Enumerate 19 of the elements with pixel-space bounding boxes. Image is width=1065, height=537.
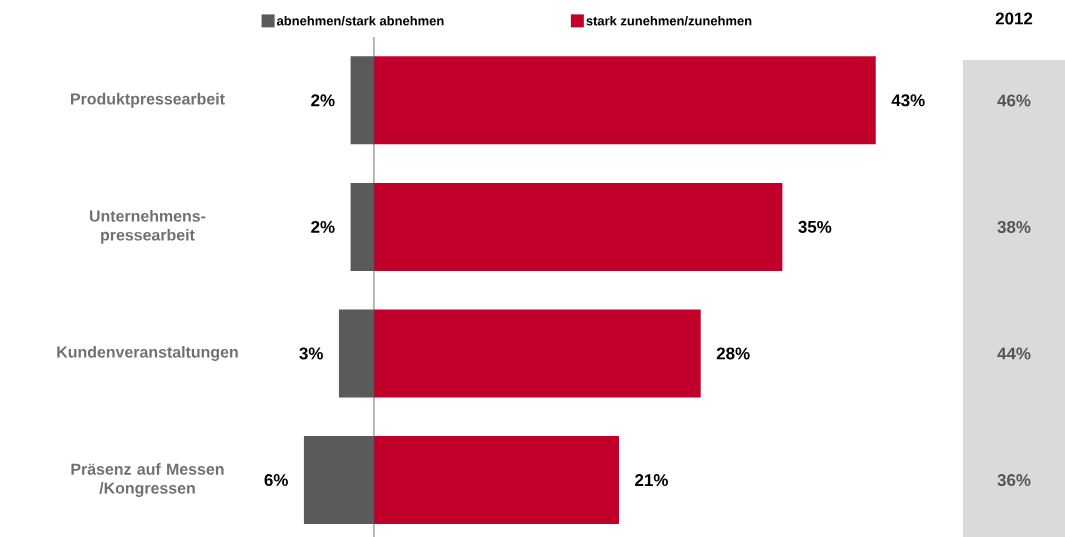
data-label: 6% bbox=[264, 474, 288, 487]
text: 2012 bbox=[995, 12, 1033, 25]
data-label: 3% bbox=[299, 347, 323, 360]
data-label: 2% bbox=[311, 94, 335, 107]
legend-label: abnehmen/stark abnehmen bbox=[276, 15, 444, 26]
text: 46% bbox=[997, 94, 1031, 107]
data-label: 2% bbox=[311, 220, 335, 233]
text: 44% bbox=[997, 347, 1031, 360]
data-label: 28% bbox=[716, 347, 750, 360]
y-tick-label: Präsenz auf Messen /Kongressen bbox=[71, 463, 224, 497]
data-label: 43% bbox=[891, 94, 925, 107]
data-label: 21% bbox=[635, 474, 668, 487]
y-tick-label: Produktpressearbeit bbox=[71, 92, 225, 108]
legend-label: stark zunehmen/zunehmen bbox=[586, 15, 752, 26]
text: 36% bbox=[997, 474, 1031, 487]
y-tick-label: Unternehmens-pressearbeit bbox=[89, 209, 206, 244]
y-tick-label: Kundenveranstaltungen bbox=[57, 346, 238, 361]
data-label: 35% bbox=[798, 220, 832, 233]
text: 38% bbox=[997, 221, 1031, 234]
